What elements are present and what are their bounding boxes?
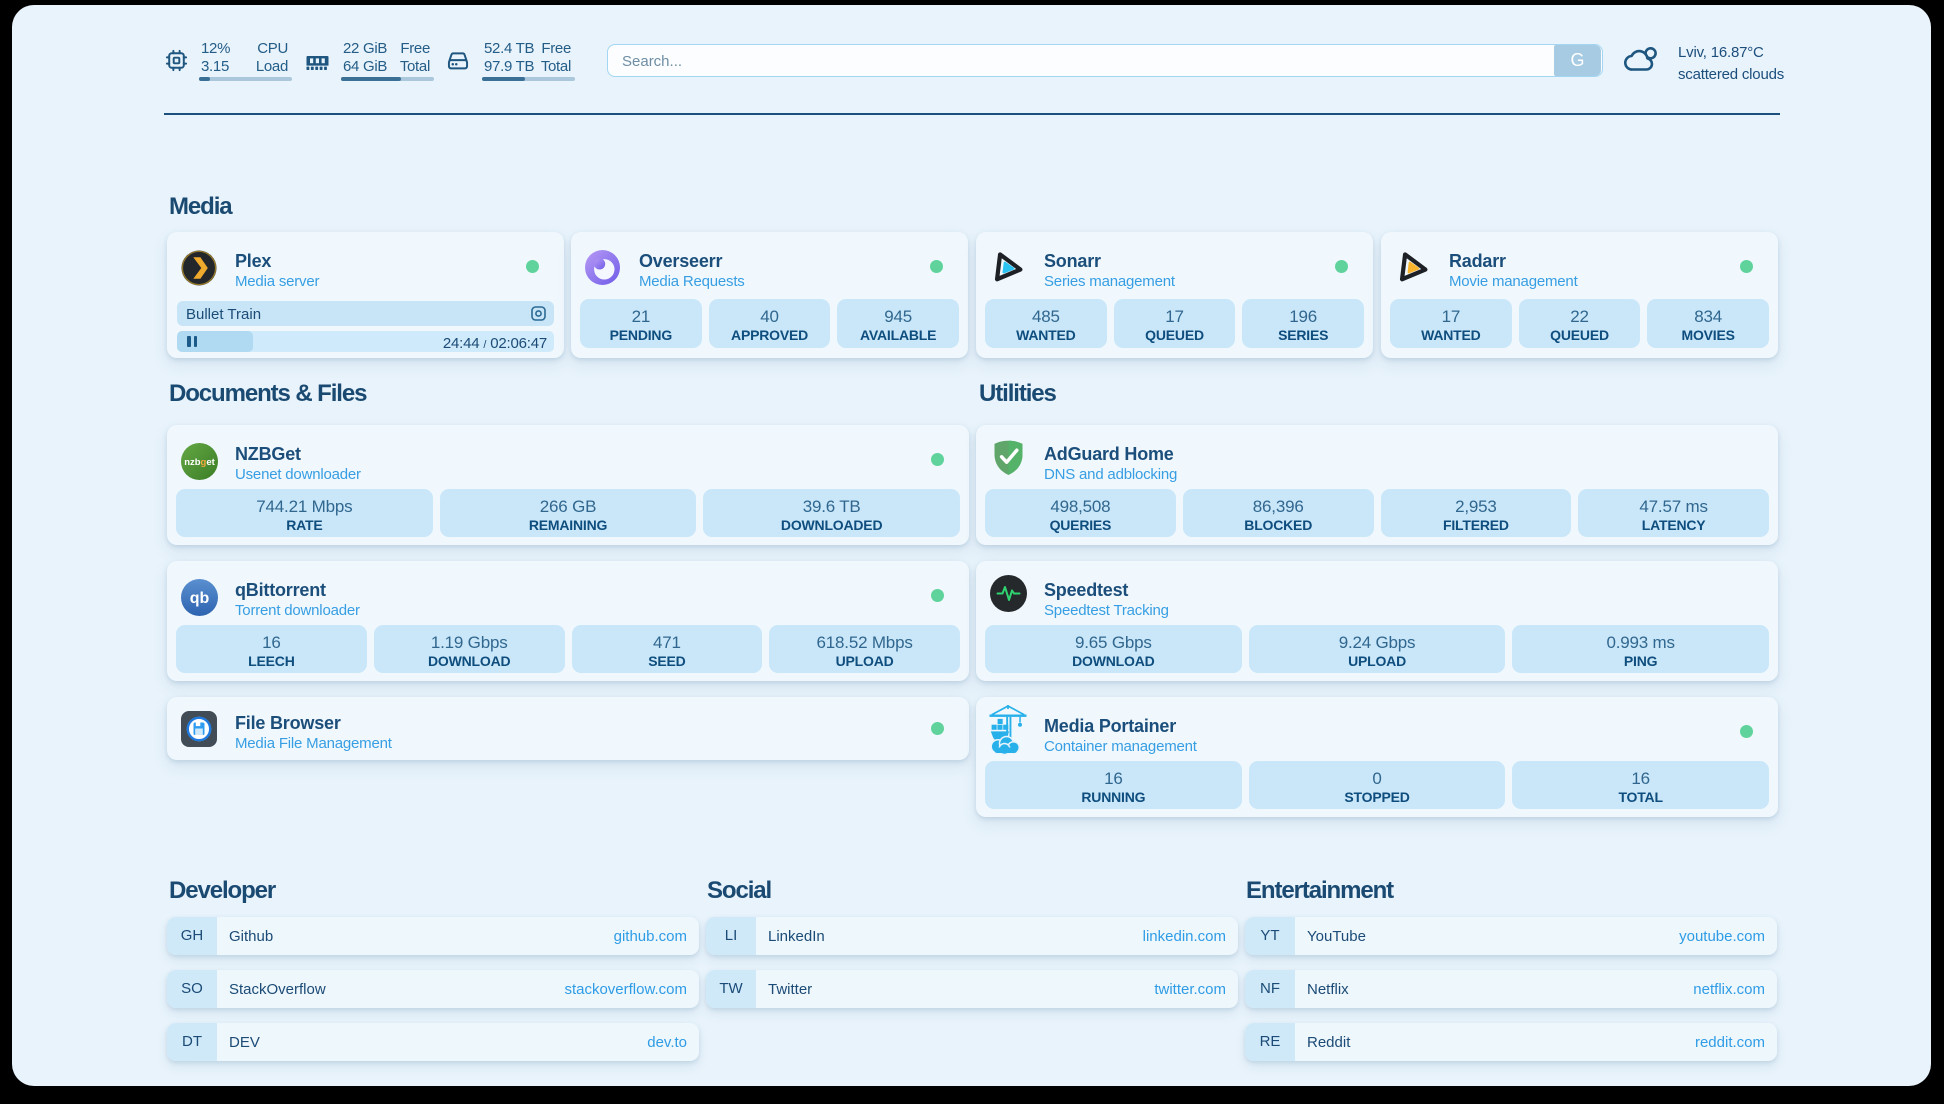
svg-text:nzbget: nzbget [184,457,215,468]
svg-text:qb: qb [190,590,210,607]
